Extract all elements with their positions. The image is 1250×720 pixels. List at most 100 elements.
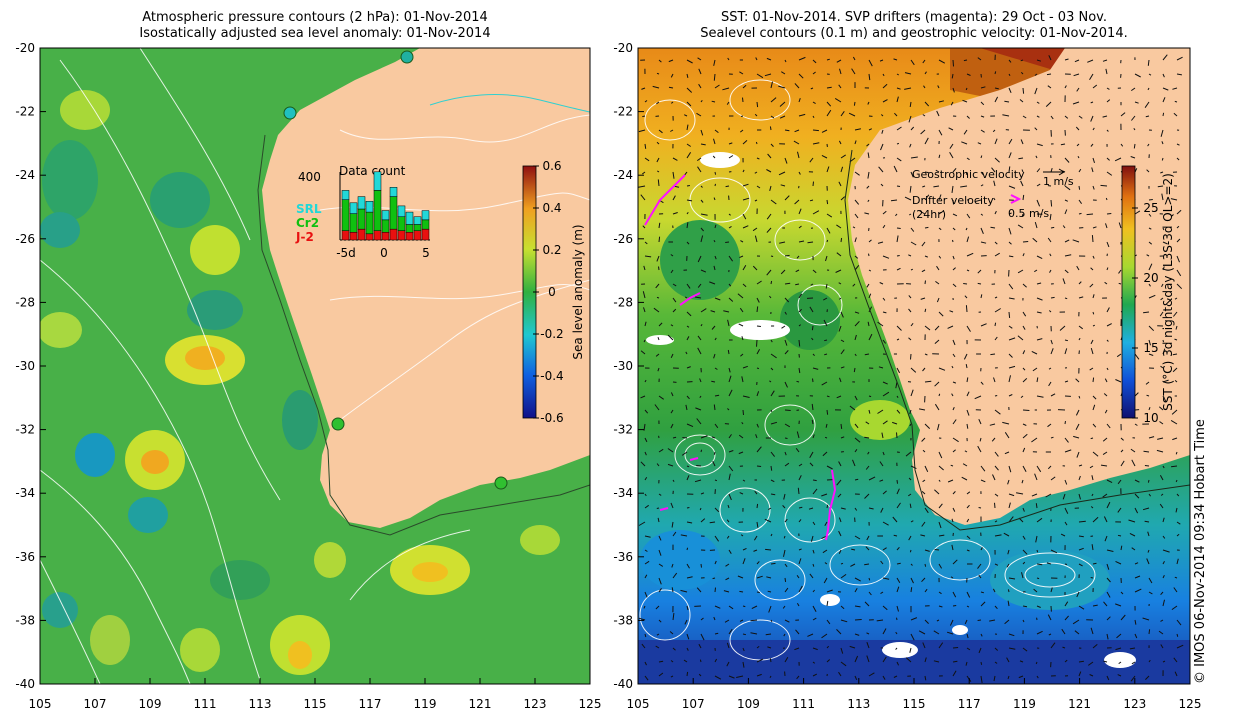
inset-bar-srl [373,171,382,191]
drifter-velocity-sub: (24hr) [912,208,946,221]
right-x-tick-label: 125 [1179,697,1202,711]
colorbar-tick-label: 15 [1143,341,1158,355]
inset-bar-j2 [357,228,366,241]
geo-velocity-scale: 1 m/s [1043,175,1074,188]
velocity-legend: Geostrophic velocity 1 m/s Drifter veloc… [912,168,1074,221]
left-title-line2: Isostatically adjusted sea level anomaly… [139,26,491,41]
inset-bar-j2 [413,230,422,241]
colorbar-tick-label: 0.2 [542,243,561,257]
colorbar-tick-label: -0.2 [540,327,563,341]
inset-bar-j2 [397,230,406,241]
left-y-tick-label: -36 [15,550,35,564]
inset-bar-cr2 [405,224,414,233]
left-x-tick-label: 115 [304,697,327,711]
colorbar-tick-label: 20 [1143,271,1158,285]
right-x-tick-label: 113 [847,697,870,711]
right-x-tick-label: 115 [903,697,926,711]
right-x-tick-label: 111 [792,697,815,711]
inset-bar-srl [397,205,406,217]
right-x-tick-label: 105 [627,697,650,711]
inset-bar-cr2 [413,224,422,231]
right-y-tick-label: -40 [613,677,633,691]
inset-legend-cr2: Cr2 [296,216,319,230]
left-x-tick-label: 107 [84,697,107,711]
inset-bar-cr2 [365,211,374,235]
left-y-tick-label: -38 [15,613,35,627]
inset-bar-j2 [381,232,390,241]
inset-bar-j2 [349,232,358,241]
inset-bar-cr2 [341,199,350,231]
sst-colorbar-label: SST (°C) 3d night&day (L3S-3d QL>=2) [1161,173,1175,411]
inset-bar-cr2 [421,219,430,230]
inset-bar-srl [341,190,350,200]
right-x-tick-label: 119 [1013,697,1036,711]
sealevel-contours [639,79,1096,661]
inset-bar-srl [365,201,374,213]
left-title: Atmospheric pressure contours (2 hPa): 0… [40,10,590,42]
left-x-tick-label: 123 [524,697,547,711]
right-y-tick-label: -20 [613,41,633,55]
inset-bar-cr2 [349,213,358,233]
right-title: SST: 01-Nov-2014. SVP drifters (magenta)… [638,10,1190,42]
inset-bar-srl [357,196,366,210]
inset-x-tick-label: 5 [422,246,430,260]
sla-colorbar-label: Sea level anomaly (m) [571,224,585,359]
river [429,94,590,113]
inset-bar-srl [389,187,398,197]
sla-colorbar-ticks: 0.6 0.4 0.2 0 -0.2 -0.4 -0.6 [533,159,564,425]
geo-velocity-label: Geostrophic velocity [912,168,1025,181]
right-title-line2: Sealevel contours (0.1 m) and geostrophi… [700,26,1128,41]
inset-bar-cr2 [397,216,406,231]
sla-blobs [40,90,560,675]
drifter-velocity-label: Drifter velocity [912,194,994,207]
colorbar-tick-label: 0 [548,285,556,299]
geo-velocity-arrowhead [1058,168,1065,176]
left-y-tick-label: -20 [15,41,35,55]
colorbar-tick-label: 10 [1143,411,1158,425]
inset-bar-j2 [389,228,398,241]
geostrophic-velocity-field [638,54,1184,683]
drifter-velocity-symbol [1010,194,1022,204]
left-y-tick-label: -40 [15,677,35,691]
right-y-tick-label: -22 [613,105,633,119]
right-shelf-break [844,149,1190,531]
colorbar-tick-label: 0.4 [542,201,561,215]
right-x-tick-label: 109 [737,697,760,711]
imos-credit: © IMOS 06-Nov-2014 09:34 Hobart Time [1193,419,1208,684]
inset-title: Data count [339,164,406,178]
inset-legend-j-2: J-2 [295,230,314,244]
left-y-tick-label: -26 [15,232,35,246]
left-x-tick-label: 105 [29,697,52,711]
left-y-tick-label: -24 [15,168,35,182]
inset-ymax-label: 400 [298,170,321,184]
inset-bar-srl [381,210,390,221]
right-title-line1: SST: 01-Nov-2014. SVP drifters (magenta)… [721,10,1107,25]
inset-bar-j2 [373,230,382,241]
colorbar-tick-label: -0.6 [540,411,563,425]
left-land [262,48,590,528]
inset-bar-j2 [421,228,430,241]
left-x-tick-label: 111 [194,697,217,711]
left-x-tick-label: 125 [579,697,602,711]
cloud-patches [646,152,1136,668]
inset-bar-srl [405,211,414,225]
left-x-tick-label: 119 [414,697,437,711]
inset-bar-srl [349,202,358,214]
inset-bar-cr2 [373,190,382,231]
left-x-tick-label: 117 [359,697,382,711]
inset-bar-j2 [405,232,414,241]
right-y-tick-label: -34 [613,486,633,500]
inset-bar-cr2 [357,208,366,230]
right-y-tick-label: -32 [613,423,633,437]
inset-bar-j2 [341,230,350,241]
right-x-tick-label: 117 [958,697,981,711]
right-y-tick-label: -30 [613,359,633,373]
map-axes: 105 107 109 111 113 115 117 119 121 123 125-20-22-… [15,41,1201,711]
right-y-tick-label: -38 [613,613,633,627]
colorbar-tick-label: 0.6 [542,159,561,173]
right-x-tick-label: 123 [1123,697,1146,711]
inset-bar-srl [421,210,430,221]
